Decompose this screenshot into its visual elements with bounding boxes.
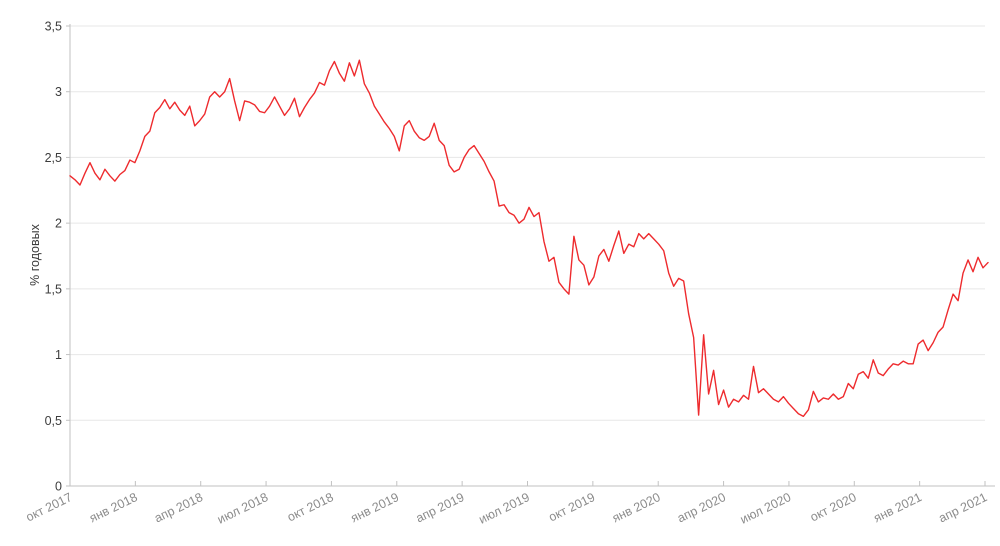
gridlines — [70, 25, 985, 421]
x-tick-label: июл 2020 — [738, 490, 793, 527]
x-tick-label: янв 2020 — [610, 490, 663, 525]
x-tick-label: апр 2019 — [414, 490, 467, 525]
y-tick-label: 2,5 — [45, 151, 62, 165]
series-line — [69, 59, 989, 418]
x-tick-label: окт 2018 — [285, 490, 336, 524]
x-tick-label: янв 2021 — [871, 490, 924, 525]
y-tick-label: 0,5 — [45, 414, 62, 428]
axes — [66, 24, 995, 487]
axis-tick-labels: 0 0,5 1 1,5 2 2,5 3 3,5 окт 2017 янв 2018 апр 2018… — [24, 20, 990, 527]
x-tick-label: янв 2019 — [349, 490, 402, 525]
x-tick-label: апр 2021 — [936, 490, 989, 525]
x-tick-label: июл 2018 — [215, 490, 270, 527]
rate-series-polyline — [69, 59, 989, 418]
x-tick-label: июл 2019 — [477, 490, 532, 527]
y-axis-title: % годовых — [28, 223, 42, 285]
x-tick-label: окт 2020 — [808, 490, 859, 524]
x-tick-label: янв 2018 — [87, 490, 140, 525]
x-tick-label: окт 2017 — [24, 490, 75, 524]
y-tick-label: 0 — [55, 480, 62, 494]
y-tick-label: 1,5 — [45, 282, 62, 296]
x-tick-label: окт 2019 — [546, 490, 597, 524]
x-tick-label: апр 2020 — [675, 490, 728, 525]
y-tick-label: 2 — [55, 217, 62, 231]
y-tick-label: 1 — [55, 348, 62, 362]
x-tick-label: апр 2018 — [152, 490, 205, 525]
y-tick-label: 3,5 — [45, 20, 62, 34]
y-tick-label: 3 — [55, 85, 62, 99]
